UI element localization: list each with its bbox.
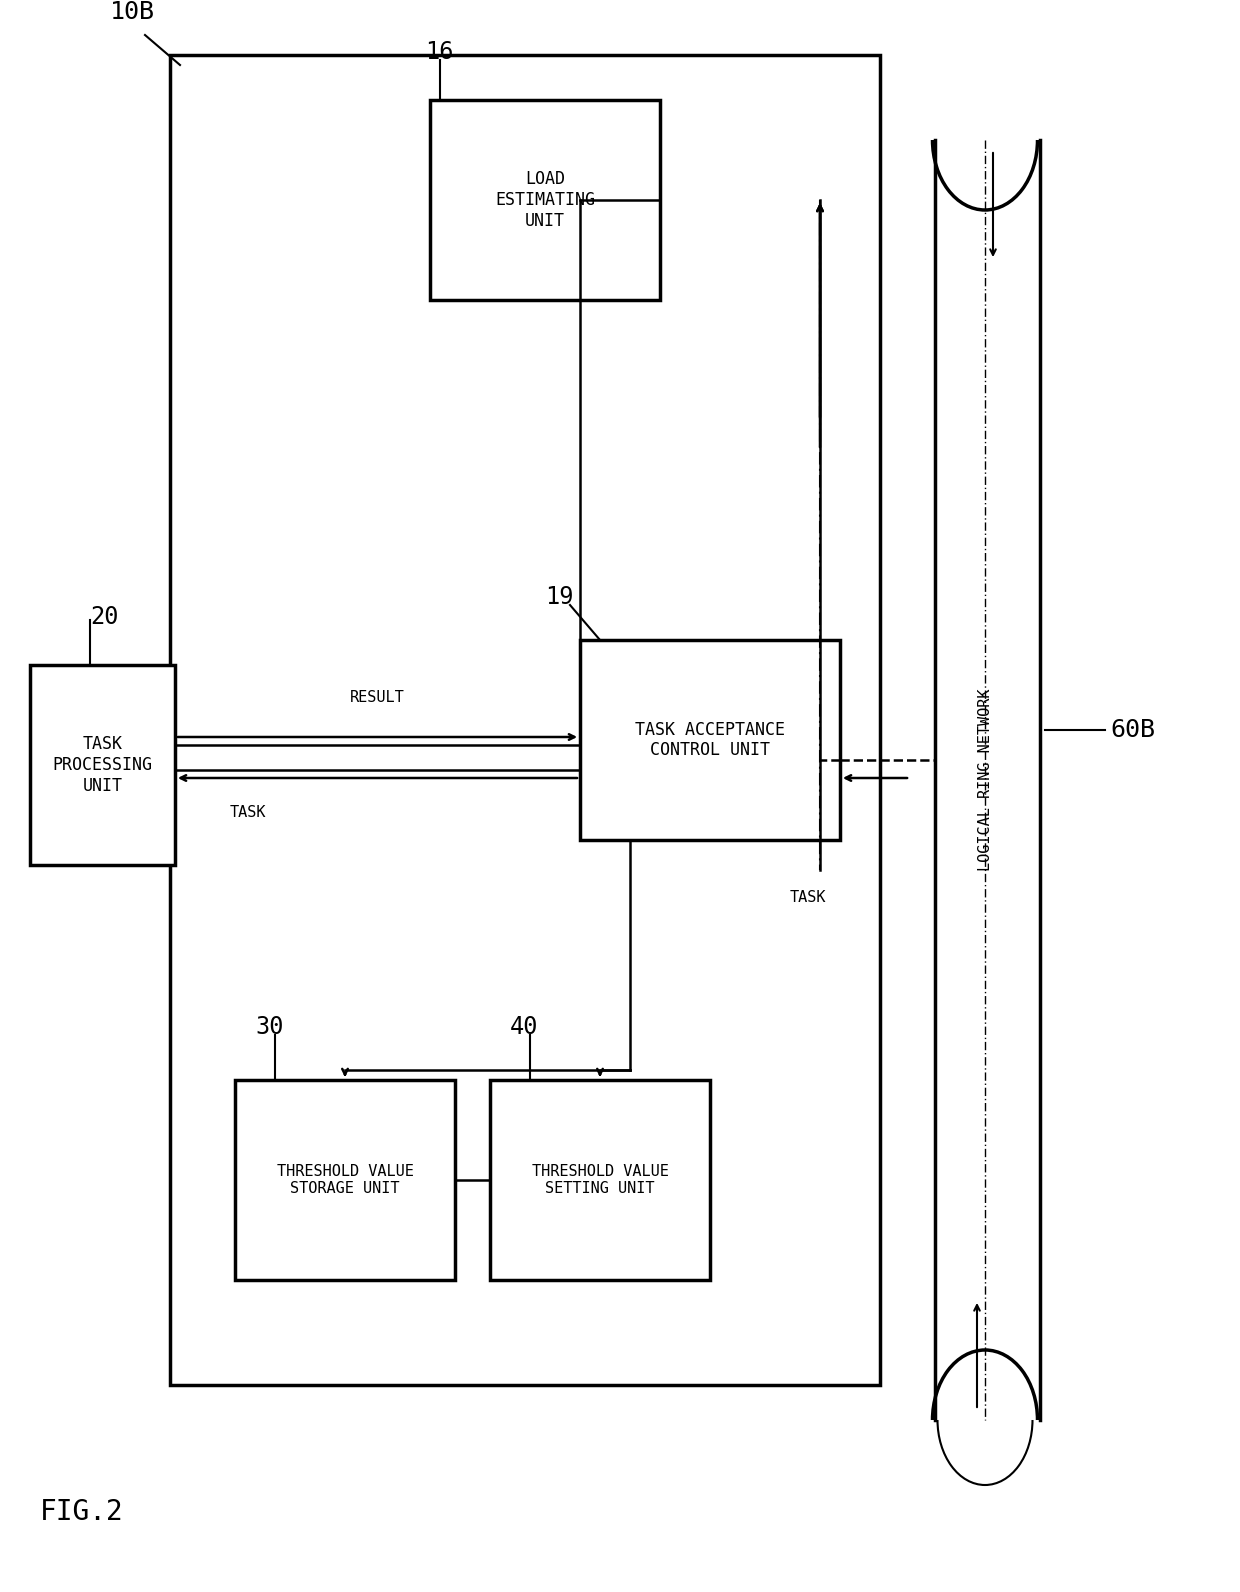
Text: FIG.2: FIG.2 [40, 1498, 124, 1527]
Bar [580, 640, 839, 841]
Text: LOGICAL RING NETWORK: LOGICAL RING NETWORK [977, 689, 992, 871]
Text: TASK ACCEPTANCE
CONTROL UNIT: TASK ACCEPTANCE CONTROL UNIT [635, 721, 785, 759]
Text: TASK: TASK [790, 890, 827, 904]
Text: THRESHOLD VALUE
SETTING UNIT: THRESHOLD VALUE SETTING UNIT [532, 1164, 668, 1196]
Text: TASK
PROCESSING
UNIT: TASK PROCESSING UNIT [52, 736, 153, 794]
Bar [30, 665, 175, 864]
Bar [490, 1079, 711, 1280]
Text: 10B: 10B [110, 0, 155, 24]
Text: THRESHOLD VALUE
STORAGE UNIT: THRESHOLD VALUE STORAGE UNIT [277, 1164, 413, 1196]
Text: 20: 20 [91, 605, 119, 629]
Text: 40: 40 [510, 1016, 538, 1040]
Text: 60B: 60B [1110, 718, 1154, 742]
Bar [236, 1079, 455, 1280]
Text: LOAD
ESTIMATING
UNIT: LOAD ESTIMATING UNIT [495, 170, 595, 229]
Text: RESULT: RESULT [350, 689, 404, 705]
Text: 19: 19 [546, 584, 573, 610]
Text: 30: 30 [255, 1016, 284, 1040]
Bar [430, 100, 660, 299]
Text: 16: 16 [425, 40, 454, 64]
Text: TASK: TASK [229, 806, 267, 820]
Bar [170, 56, 880, 1385]
